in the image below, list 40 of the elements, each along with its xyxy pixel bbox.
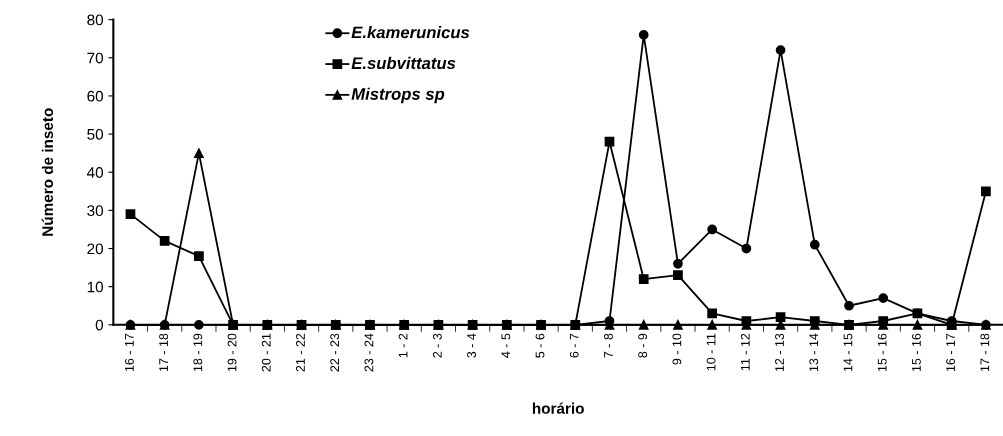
y-tick-label: 20 (87, 243, 104, 255)
x-tick-label: 6 - 7 (569, 333, 579, 358)
x-tick-label: 5 - 6 (535, 333, 545, 358)
legend-label: Mistrops sp (351, 87, 445, 104)
x-tick-label: 9 - 10 (672, 333, 682, 365)
x-tick-label: 17 - 18 (980, 333, 990, 372)
y-tick-label: 70 (87, 52, 104, 64)
x-tick-label: 15 - 16 (911, 333, 921, 372)
y-tick-label: 60 (87, 90, 104, 102)
x-tick-label: 18 - 19 (193, 333, 203, 372)
y-tick-label: 0 (95, 319, 104, 331)
x-tick-label: 11 - 12 (740, 333, 750, 371)
x-tick-label: 16 - 17 (946, 333, 956, 372)
y-tick-label: 40 (86, 167, 104, 178)
x-tick-label: 10 - 11 (706, 333, 716, 371)
x-tick-label: 23 - 24 (364, 333, 374, 372)
x-tick-label: 4 - 5 (501, 333, 511, 358)
x-axis-title: horário (532, 402, 584, 414)
x-tick-label: 17 - 18 (159, 333, 169, 372)
x-tick-label: 7 - 8 (604, 333, 613, 358)
x-tick-label: 8 - 9 (638, 333, 648, 358)
x-tick-label: 20 - 21 (261, 333, 271, 372)
y-tick-label: 30 (87, 205, 104, 217)
legend-label: E.subvittatus (351, 56, 456, 70)
x-tick-label: 3 - 4 (467, 333, 476, 358)
y-tick-label: 10 (87, 281, 104, 293)
x-tick-label: 14 - 15 (843, 333, 853, 372)
x-tick-label: 1 - 2 (398, 333, 408, 358)
x-tick-label: 15 - 16 (877, 333, 887, 372)
y-axis-title: Número de inseto (41, 108, 54, 236)
y-tick-label: 80 (87, 14, 104, 26)
x-tick-label: 21 - 22 (296, 333, 305, 372)
x-tick-label: 13 - 14 (809, 333, 819, 372)
legend-label: E.kamerunicus (351, 26, 470, 39)
x-tick-label: 12 - 13 (775, 333, 784, 372)
x-tick-label: 2 - 3 (432, 333, 442, 358)
x-tick-label: 22 - 23 (330, 333, 340, 372)
x-tick-label: 19 - 20 (227, 333, 237, 372)
y-tick-label: 50 (87, 128, 104, 140)
x-tick-label: 16 - 17 (124, 333, 134, 372)
